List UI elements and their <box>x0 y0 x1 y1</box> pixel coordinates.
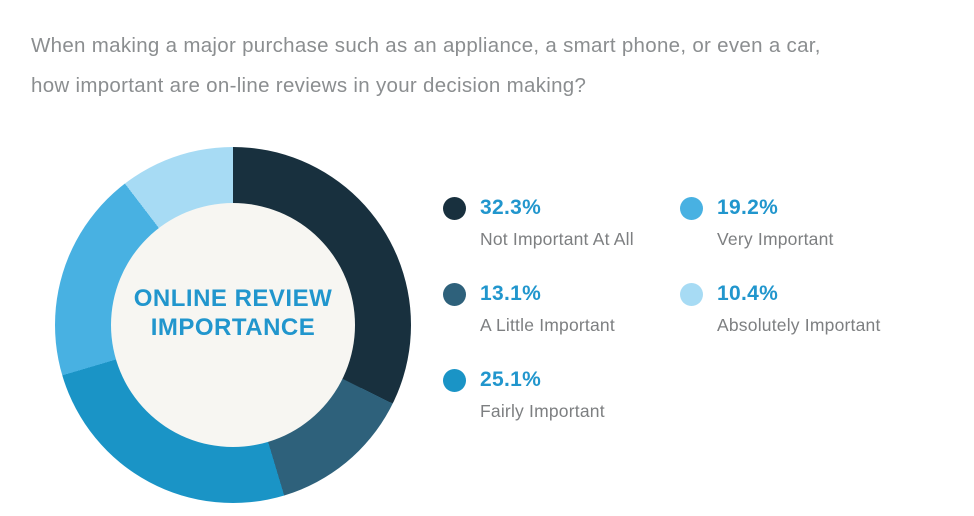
legend-percent: 25.1% <box>480 368 542 391</box>
legend-label: Fairly Important <box>480 401 605 421</box>
legend-percent: 10.4% <box>717 282 779 305</box>
legend-label: Not Important At All <box>480 229 634 249</box>
legend-percent: 13.1% <box>480 282 542 305</box>
question-text: When making a major purchase such as an … <box>31 26 931 106</box>
legend-dot-a-little-important <box>443 283 466 306</box>
legend-dot-absolutely-important <box>680 283 703 306</box>
legend-column-left: 32.3% Not Important At All 13.1% A Littl… <box>443 195 678 453</box>
legend-percent: 19.2% <box>717 196 779 219</box>
legend-label: A Little Important <box>480 315 615 335</box>
legend-text: 25.1% Fairly Important <box>480 367 605 422</box>
legend-dot-fairly-important <box>443 369 466 392</box>
legend-label: Very Important <box>717 229 834 249</box>
donut-hole: ONLINE REVIEW IMPORTANCE <box>111 203 355 447</box>
donut-chart: ONLINE REVIEW IMPORTANCE <box>55 147 411 503</box>
legend-text: 13.1% A Little Important <box>480 281 615 336</box>
donut-center-label: ONLINE REVIEW IMPORTANCE <box>134 284 333 342</box>
legend-text: 19.2% Very Important <box>717 195 834 250</box>
legend-label: Absolutely Important <box>717 315 881 335</box>
legend-item-fairly-important: 25.1% Fairly Important <box>443 367 678 422</box>
legend-percent: 32.3% <box>480 196 542 219</box>
question-line-2: how important are on-line reviews in you… <box>31 74 587 97</box>
legend-item-a-little-important: 13.1% A Little Important <box>443 281 678 336</box>
legend-text: 10.4% Absolutely Important <box>717 281 881 336</box>
legend-column-right: 19.2% Very Important 10.4% Absolutely Im… <box>680 195 915 367</box>
question-line-1: When making a major purchase such as an … <box>31 34 821 57</box>
legend-dot-very-important <box>680 197 703 220</box>
legend-item-absolutely-important: 10.4% Absolutely Important <box>680 281 915 336</box>
donut-center-line-2: IMPORTANCE <box>150 314 316 341</box>
legend-text: 32.3% Not Important At All <box>480 195 634 250</box>
legend-dot-not-important <box>443 197 466 220</box>
legend-item-very-important: 19.2% Very Important <box>680 195 915 250</box>
donut-center-line-1: ONLINE REVIEW <box>133 285 333 312</box>
legend-item-not-important: 32.3% Not Important At All <box>443 195 678 250</box>
